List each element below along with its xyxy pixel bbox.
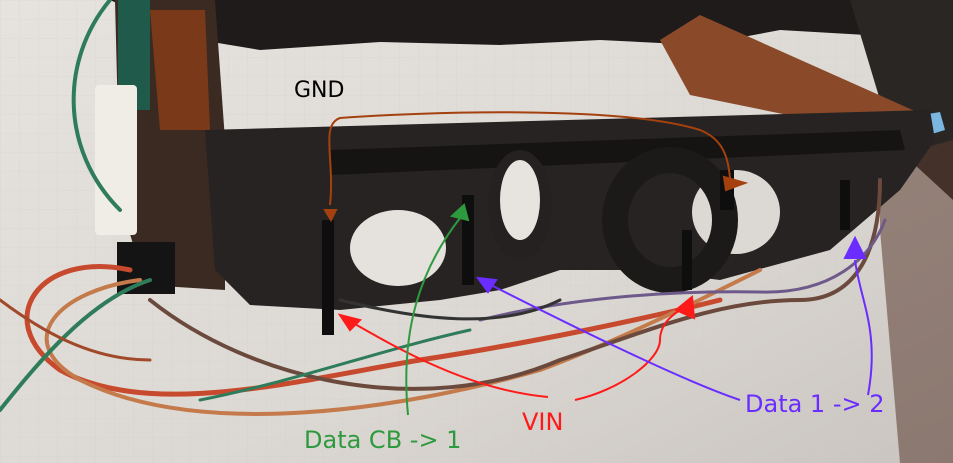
vin-label: VIN — [522, 408, 564, 436]
data12-arrow-right — [854, 259, 873, 396]
right-pcb — [660, 15, 935, 140]
vin-arrow-right-head — [674, 295, 696, 320]
sensor-post-3 — [682, 230, 692, 290]
datacb-arrow-head — [449, 203, 470, 222]
frame-rail — [330, 130, 905, 175]
sensor-post-1 — [322, 220, 334, 335]
vin-arrow-right — [574, 304, 689, 401]
gnd-arrow-path — [328, 111, 731, 206]
left-lens-gap — [500, 160, 540, 240]
gnd-arrow-left-head — [323, 209, 338, 223]
white-connector — [95, 85, 137, 235]
vin-arrow-left — [347, 319, 549, 398]
headband-top — [110, 0, 953, 50]
sensor-post-4 — [840, 180, 850, 230]
data12-arrow-left-head — [475, 276, 498, 294]
left-eyehole — [350, 210, 446, 286]
right-lens-ring — [602, 147, 738, 293]
left-pcb-brown — [150, 10, 210, 130]
vin-arrow-left-head — [337, 313, 362, 332]
gnd-arrow-right-head — [722, 175, 749, 192]
data-cb-to-1-label: Data CB -> 1 — [304, 426, 462, 454]
data12-arrow-right-head — [843, 235, 867, 259]
datacb-arrow — [405, 217, 461, 416]
data12-arrow-left — [484, 281, 741, 401]
gnd-label: GND — [294, 78, 345, 103]
data-1-to-2-label: Data 1 -> 2 — [745, 390, 885, 418]
annotation-arrows — [323, 111, 873, 416]
wires — [0, 0, 887, 416]
right-shadow — [880, 140, 953, 463]
left-pcb-green — [118, 0, 150, 110]
